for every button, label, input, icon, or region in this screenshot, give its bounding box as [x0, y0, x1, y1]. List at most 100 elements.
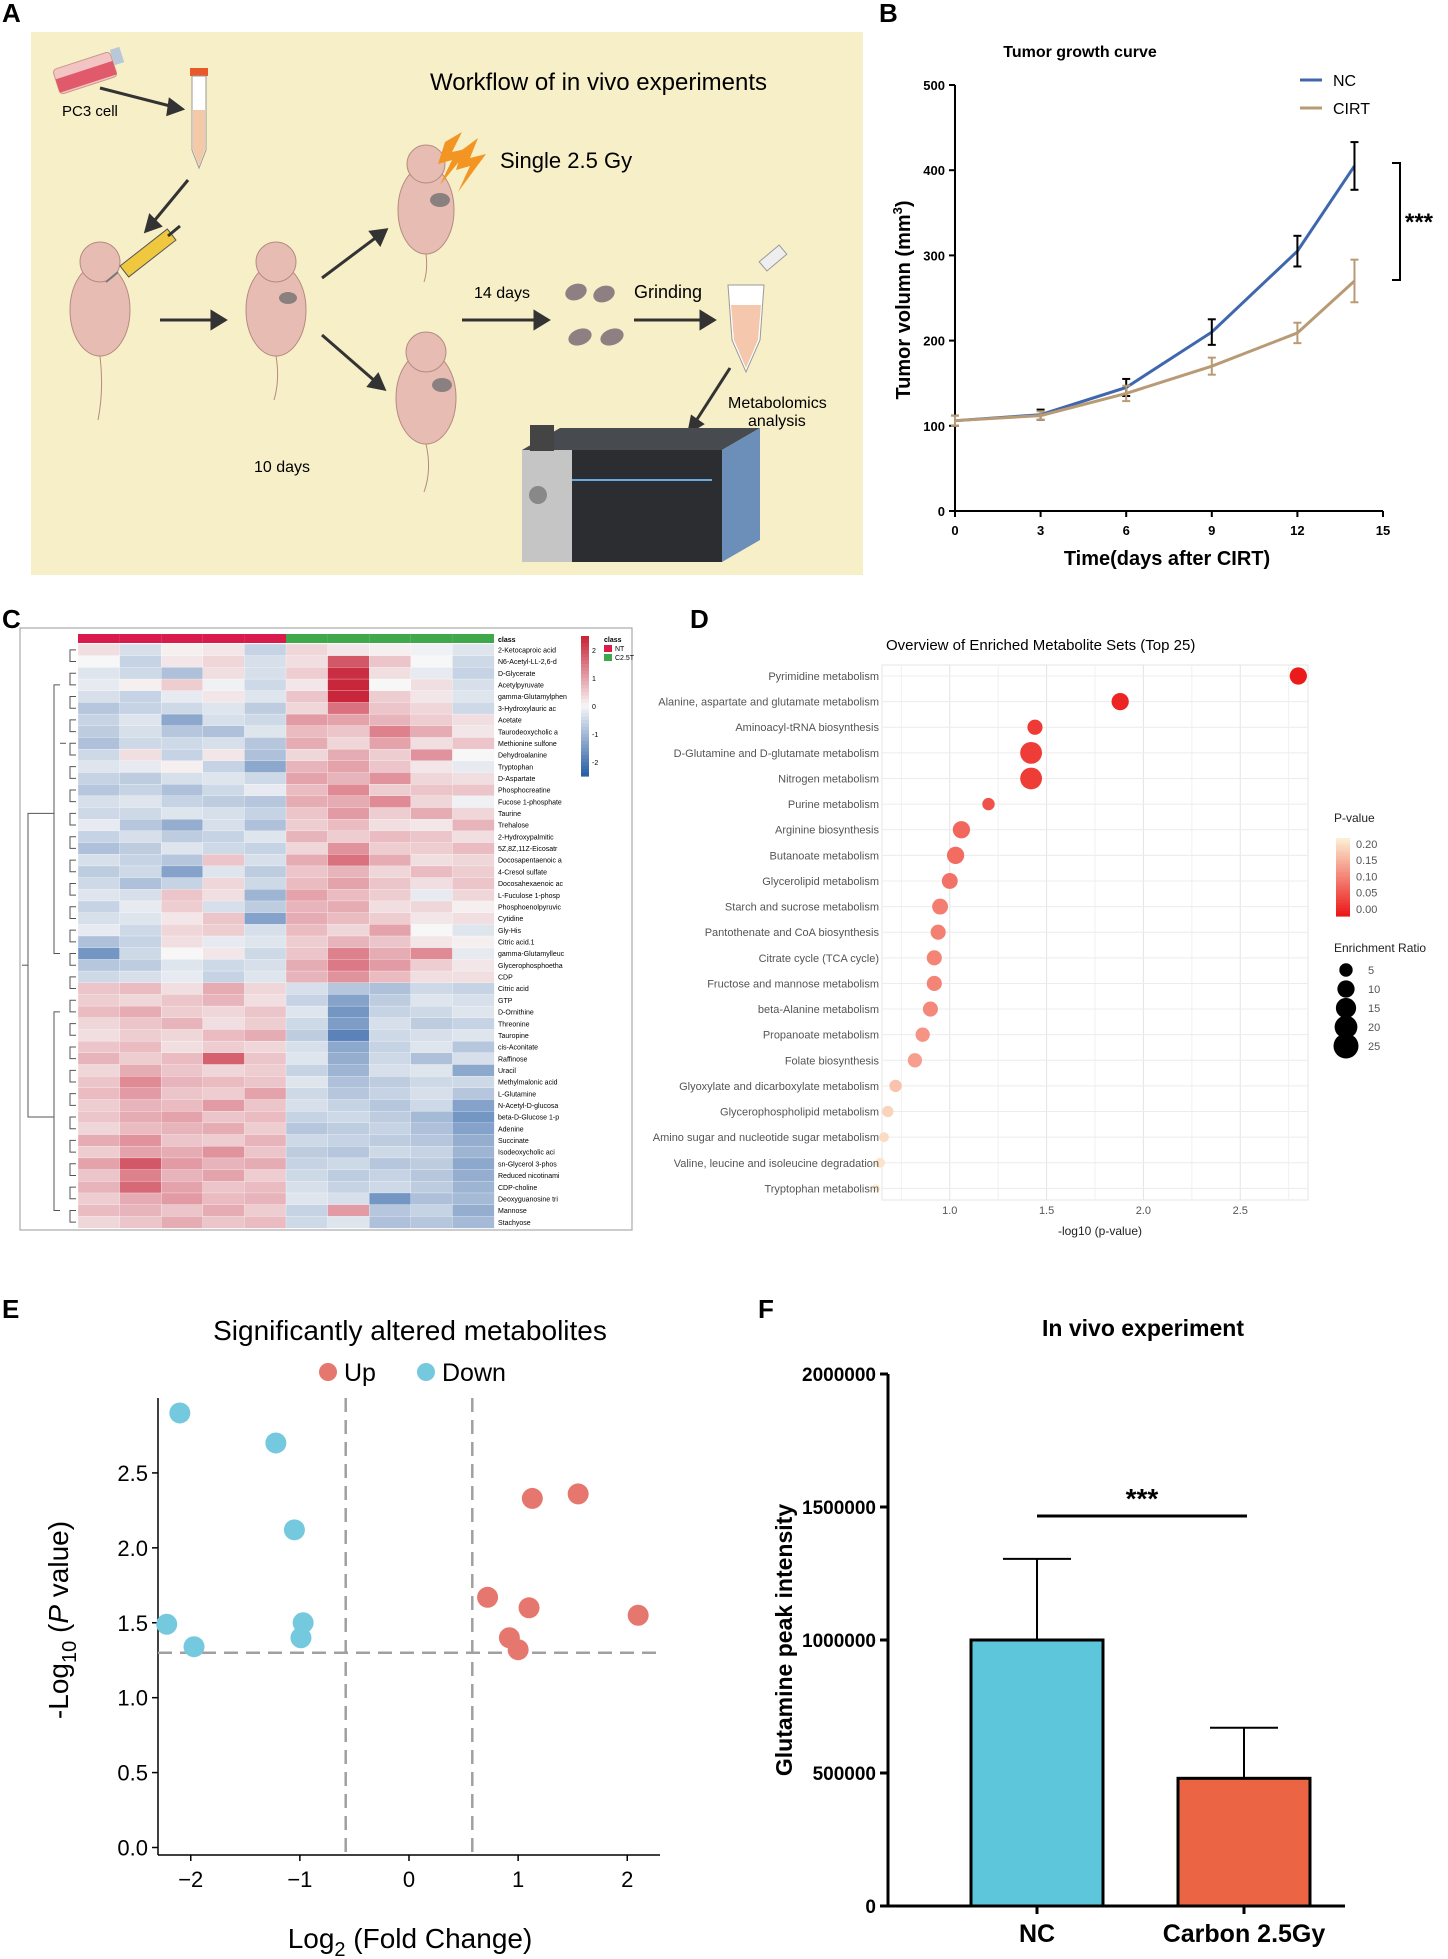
chart-d-pvalue-tick: 0.15	[1356, 855, 1377, 867]
heatmap-cell	[244, 737, 287, 750]
heatmap-cell	[119, 772, 162, 785]
heatmap-cell	[161, 737, 204, 750]
heatmap-cell	[285, 819, 329, 832]
heatmap-cell	[244, 889, 287, 902]
heatmap-cell	[244, 935, 287, 949]
heatmap-cell	[369, 1157, 412, 1171]
heatmap-cell	[285, 737, 329, 750]
heatmap-cell	[77, 760, 121, 773]
heatmap-cell	[285, 877, 329, 890]
heatmap-row-label: Gly-His	[498, 928, 521, 935]
heatmap-cell	[119, 1134, 162, 1147]
heatmap-cell	[244, 994, 287, 1007]
dendrogram-branch	[69, 929, 76, 943]
heatmap-cell	[244, 970, 287, 984]
volcano-point-down	[183, 1636, 205, 1658]
heatmap-cell	[202, 877, 245, 890]
heatmap-color-gradient	[581, 769, 589, 774]
heatmap-cell	[369, 1005, 412, 1019]
dendrogram-branch	[69, 742, 76, 756]
heatmap-color-gradient	[581, 723, 589, 728]
heatmap-cell	[161, 830, 204, 844]
heatmap-cell	[161, 795, 204, 808]
heatmap-cell	[410, 1017, 453, 1030]
chart-d-pvalue-legend-title: P-value	[1334, 811, 1375, 825]
heatmap-cell	[77, 1040, 121, 1054]
heatmap-cell	[77, 1052, 121, 1065]
panel-d: D Overview of Enriched Metabolite Sets (…	[653, 604, 1427, 1238]
heatmap-legend-title: class	[604, 637, 622, 644]
chart-d-pvalue-gradient	[1336, 900, 1350, 904]
heatmap-cell	[327, 982, 370, 995]
heatmap-cell	[119, 982, 162, 995]
chart-d-pvalue-tick: 0.00	[1356, 904, 1377, 916]
heatmap-cell	[327, 1029, 370, 1042]
heatmap-cell	[452, 772, 495, 785]
heatmap-cell	[369, 807, 412, 820]
heatmap-cell	[327, 900, 370, 914]
dendrogram-branch	[69, 976, 76, 990]
enrichment-point	[878, 1132, 889, 1143]
heatmap-cell	[410, 982, 453, 995]
heatmap-cell	[285, 1111, 329, 1124]
heatmap-cell	[285, 772, 329, 785]
heatmap-cell	[327, 1017, 370, 1030]
chart-d-title: Overview of Enriched Metabolite Sets (To…	[886, 637, 1195, 654]
class-bar-cell	[161, 634, 203, 643]
enrichment-point	[907, 1053, 923, 1068]
heatmap-cell	[244, 1029, 287, 1042]
chart-d-pvalue-tick: 0.10	[1356, 871, 1377, 883]
dendrogram-branch	[69, 649, 76, 663]
panel-a-label: A	[2, 0, 21, 28]
heatmap-row-label: Mannose	[498, 1208, 527, 1215]
heatmap-cell	[452, 690, 495, 703]
dendrogram-branch	[69, 882, 76, 896]
heatmap-cell	[452, 795, 495, 808]
heatmap-cell	[77, 970, 121, 984]
heatmap-cell	[202, 947, 245, 960]
heatmap-cell	[202, 1076, 245, 1089]
heatmap-cell	[452, 1029, 495, 1042]
panel-f: F In vivo experiment 0 500000 1000000 15000…	[758, 1294, 1345, 1948]
heatmap-row-label: Cytidine	[498, 916, 523, 923]
heatmap-color-gradient	[581, 643, 589, 648]
heatmap-color-gradient	[581, 636, 589, 641]
pathway-label: Amino sugar and nucleotide sugar metabol…	[653, 1132, 879, 1144]
heatmap-cell	[119, 737, 162, 750]
heatmap-cell	[285, 1204, 329, 1217]
heatmap-cell	[244, 1040, 287, 1054]
heatmap-color-gradient	[581, 678, 589, 683]
heatmap-cell	[452, 970, 495, 984]
heatmap-cell	[161, 772, 204, 785]
heatmap-cell	[77, 889, 121, 902]
heatmap-color-gradient	[581, 653, 589, 658]
dendrogram-branch	[69, 696, 76, 709]
heatmap-cell	[119, 690, 162, 703]
heatmap-cell	[452, 1111, 495, 1124]
heatmap-cell	[202, 889, 245, 902]
heatmap-cell	[327, 760, 370, 773]
heatmap-cell	[161, 690, 204, 703]
enrichment-point	[926, 950, 942, 966]
heatmap-cell	[369, 1181, 412, 1194]
chart-e-ytick-label: 0.0	[117, 1836, 148, 1861]
heatmap-cell	[202, 1146, 245, 1159]
heatmap-row-label: L-Glutamine	[498, 1091, 536, 1098]
heatmap-row-label: Methionine sulfone	[498, 741, 557, 748]
chart-d-size-swatch	[1334, 1015, 1358, 1039]
heatmap-cell	[119, 912, 162, 925]
heatmap-cell	[327, 889, 370, 902]
chart-d-size-swatch	[1339, 963, 1353, 977]
heatmap-cell	[161, 1192, 204, 1206]
heatmap-cell	[161, 1146, 204, 1159]
heatmap-cell	[327, 1204, 370, 1217]
heatmap-cell	[161, 678, 204, 692]
volcano-point-down	[169, 1402, 191, 1424]
heatmap-row-label: 3-Hydroxylauric ac	[498, 706, 556, 713]
heatmap-cell	[161, 1064, 204, 1077]
heatmap-cell	[410, 1181, 453, 1194]
heatmap-cell	[285, 889, 329, 902]
grinding-label: Grinding	[634, 282, 702, 302]
heatmap-cell	[327, 912, 370, 925]
heatmap-cell	[369, 1134, 412, 1147]
